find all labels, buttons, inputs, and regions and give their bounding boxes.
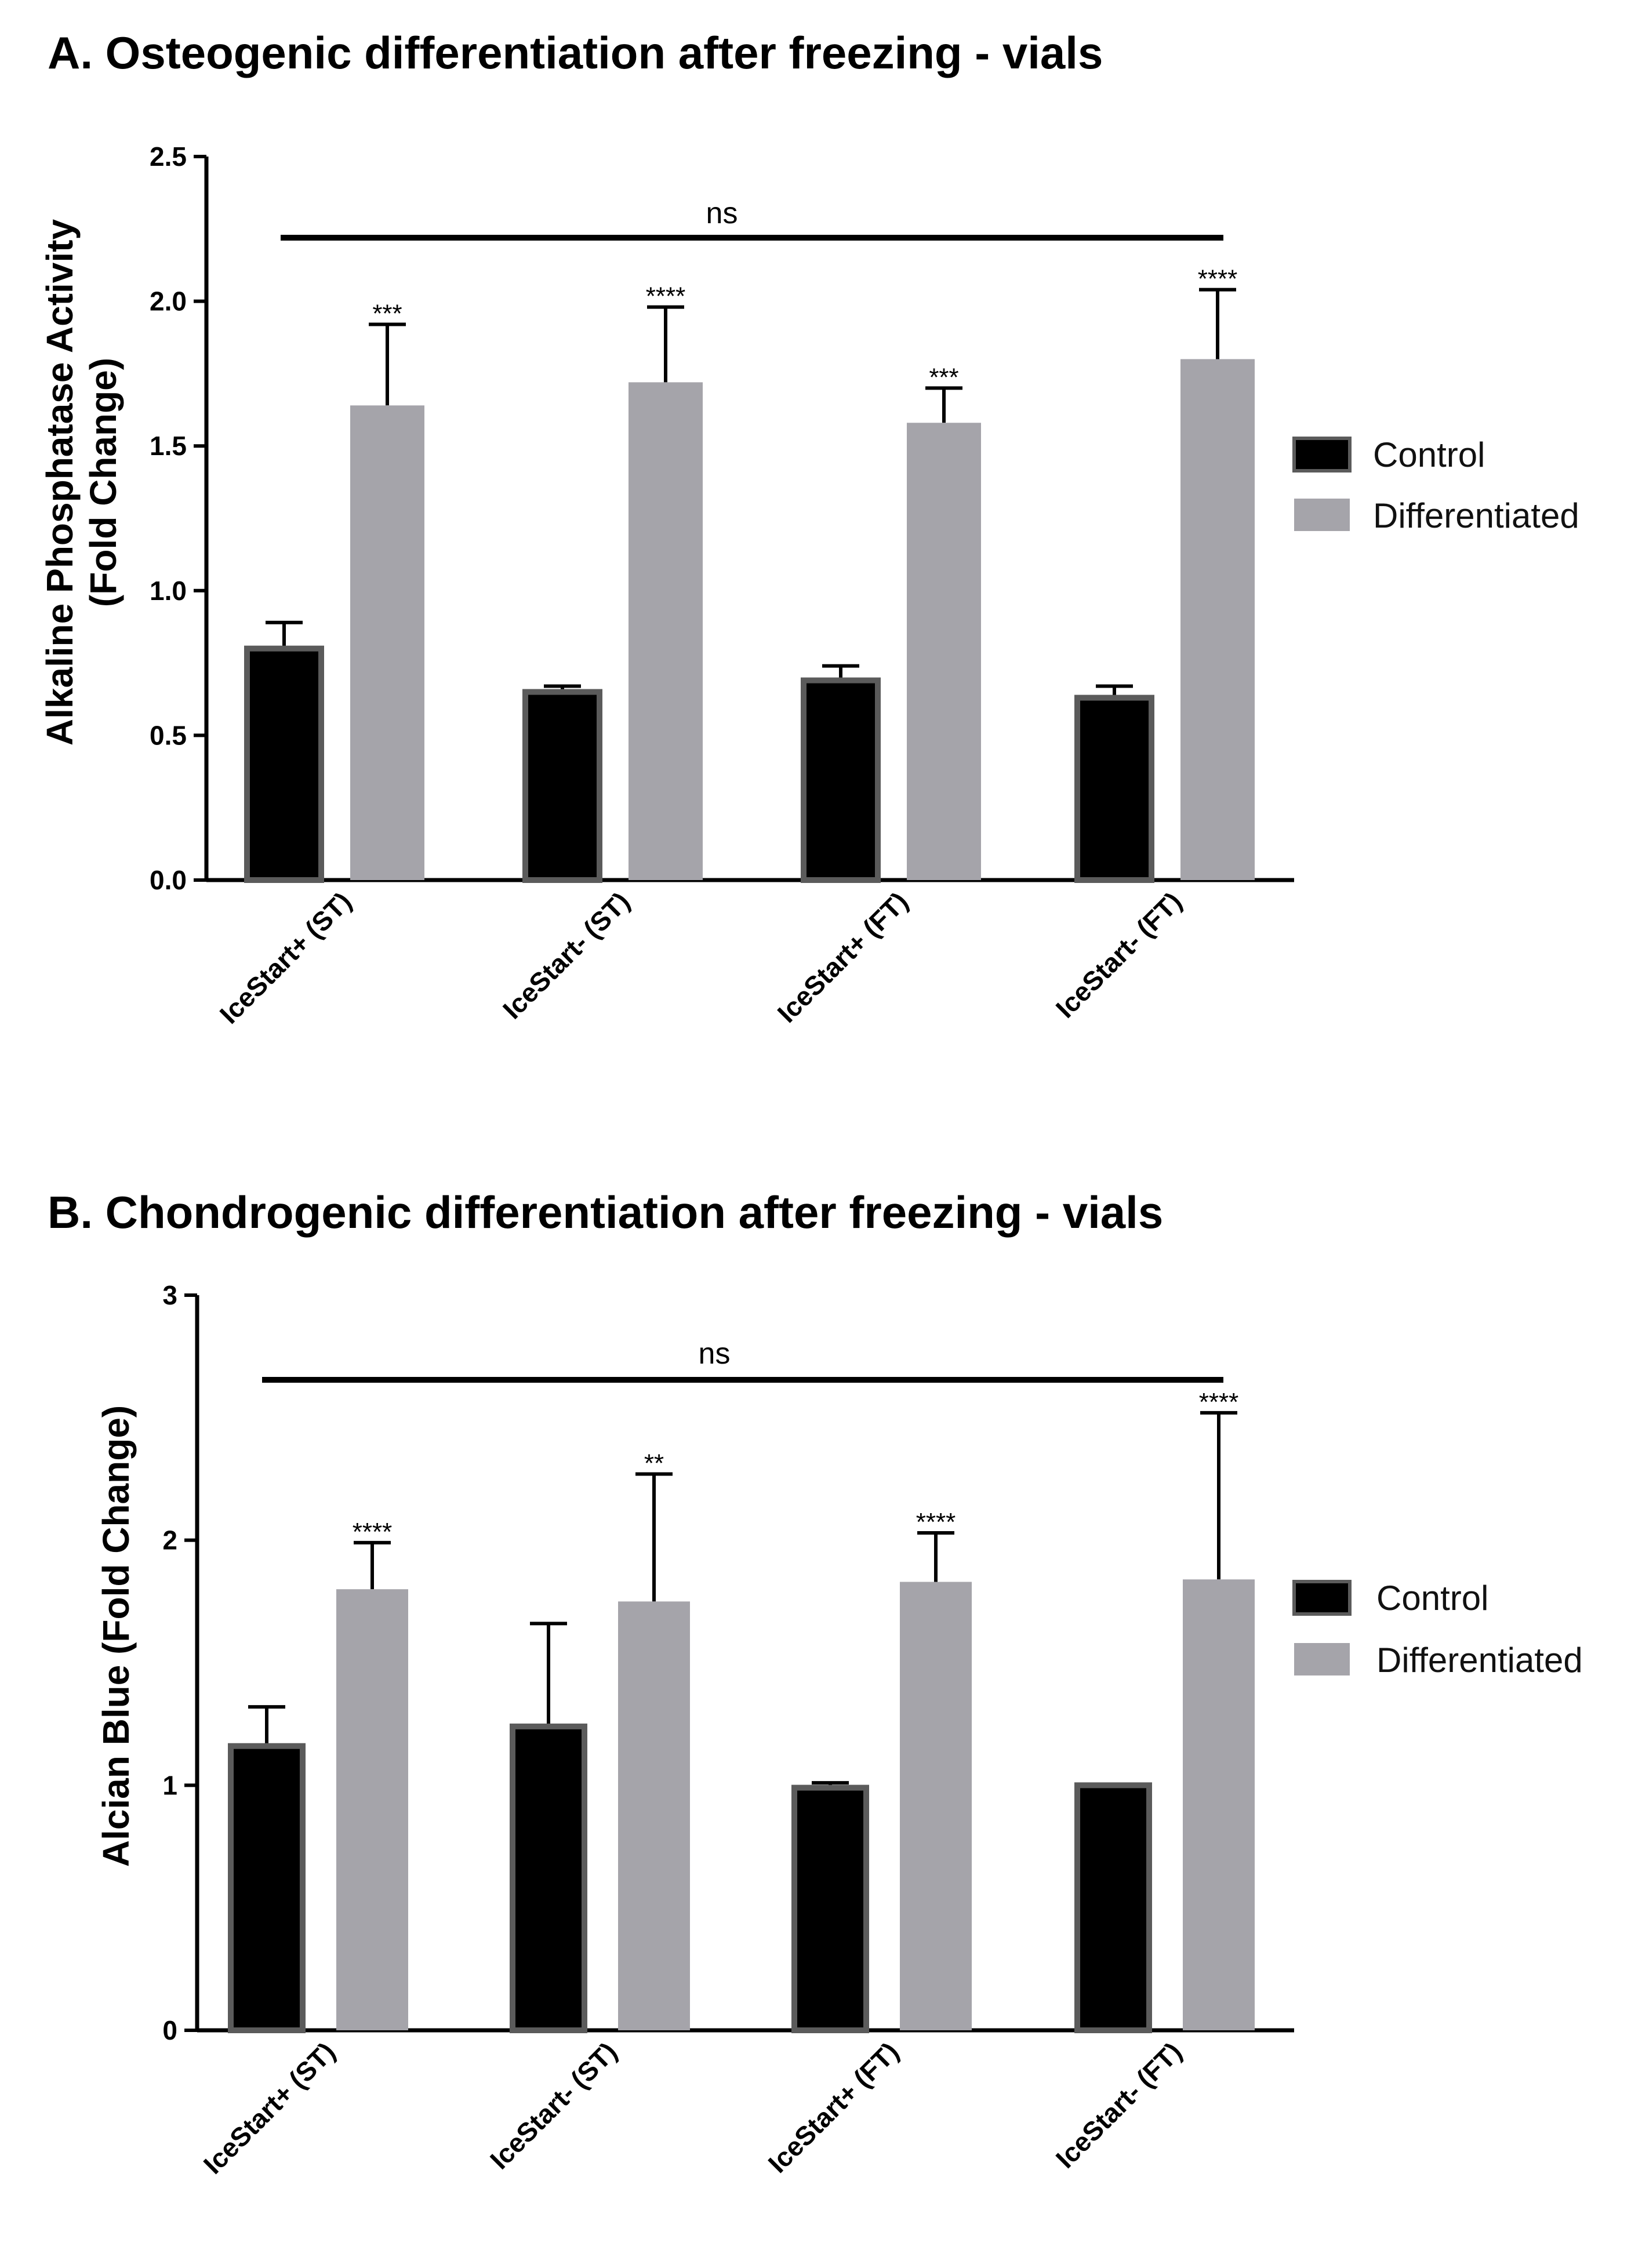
ns-bracket-label: ns [706, 197, 738, 230]
y-axis-label-line-2: (Fold Change) [82, 358, 124, 607]
bar-control [228, 1743, 306, 2034]
legend-swatch-control [1292, 1580, 1352, 1616]
y-tick-label: 1.5 [150, 431, 187, 461]
bar-differentiated [336, 1589, 408, 2030]
y-tick-label: 0.0 [150, 865, 187, 895]
bar-differentiated [350, 405, 424, 880]
y-tick-label: 2.0 [150, 286, 187, 317]
significance-label: **** [1198, 265, 1238, 293]
x-tick-label: IceStart+ (ST) [214, 886, 357, 1029]
y-tick-label: 0.5 [150, 720, 187, 750]
x-tick-label: IceStart- (FT) [1050, 2036, 1187, 2174]
bar-differentiated [1183, 1579, 1255, 2030]
legend-label-control: Control [1373, 435, 1485, 474]
bar-differentiated [900, 1582, 972, 2030]
chart-title: A. Osteogenic differentiation after free… [48, 27, 1103, 78]
x-tick-label: IceStart+ (ST) [198, 2036, 341, 2179]
x-tick-label: IceStart- (ST) [497, 886, 635, 1024]
legend-swatch-control [1292, 437, 1352, 472]
x-tick-label: IceStart+ (FT) [772, 886, 914, 1028]
significance-label: **** [353, 1518, 393, 1546]
y-ticks: 0.0 0.5 1.0 1.5 2.0 2.5 [150, 141, 206, 895]
legend: Control Differentiated [1292, 435, 1579, 535]
legend: Control Differentiated [1292, 1579, 1583, 1680]
bar-differentiated [1180, 359, 1255, 880]
significance-label: **** [1199, 1388, 1239, 1416]
significance-label: *** [929, 363, 958, 391]
legend-label-differentiated: Differentiated [1376, 1641, 1583, 1680]
significance-label: ** [644, 1449, 664, 1478]
bar-differentiated [907, 423, 981, 880]
bar-control [1074, 695, 1154, 884]
category-labels: IceStart+ (ST) IceStart- (ST) IceStart+ (F… [198, 2036, 1187, 2179]
y-tick-label: 1.0 [150, 576, 187, 606]
chart-panel-a: A. Osteogenic differentiation after free… [39, 27, 1579, 1030]
bar-control [791, 1784, 869, 2034]
bars: ************** [244, 265, 1255, 884]
legend-swatch-differentiated [1294, 1643, 1350, 1675]
bars: ************** [228, 1388, 1255, 2034]
bar-control [522, 689, 602, 884]
chart-panel-b: B. Chondrogenic differentiation after fr… [48, 1187, 1583, 2180]
y-tick-label: 3 [162, 1280, 177, 1310]
y-axis-label-line-1: Alkaline Phosphatase Activity [39, 219, 81, 746]
y-ticks: 0 1 2 3 [162, 1280, 197, 2045]
bar-differentiated [618, 1601, 690, 2030]
bar-control [244, 645, 324, 883]
chart-title: B. Chondrogenic differentiation after fr… [48, 1187, 1163, 1238]
significance-label: *** [372, 300, 402, 328]
x-tick-label: IceStart- (FT) [1050, 886, 1187, 1023]
ns-bracket-label: ns [699, 1337, 731, 1371]
y-tick-label: 1 [162, 1770, 177, 1800]
y-axis-label: Alcian Blue (Fold Change) [95, 1405, 137, 1867]
legend-swatch-differentiated [1294, 499, 1350, 531]
significance-label: **** [646, 282, 686, 311]
bar-differentiated [629, 382, 703, 880]
bar-control [1074, 1782, 1152, 2033]
legend-label-differentiated: Differentiated [1373, 496, 1579, 535]
bar-control [801, 677, 881, 883]
y-tick-label: 0 [162, 2015, 177, 2045]
y-tick-label: 2.5 [150, 141, 187, 172]
significance-label: **** [916, 1508, 956, 1536]
category-labels: IceStart+ (ST) IceStart- (ST) IceStart+ (F… [214, 886, 1187, 1029]
x-tick-label: IceStart- (ST) [484, 2036, 623, 2175]
bar-control [510, 1723, 587, 2033]
x-tick-label: IceStart+ (FT) [762, 2036, 905, 2179]
legend-label-control: Control [1376, 1579, 1488, 1618]
y-tick-label: 2 [162, 1525, 177, 1555]
